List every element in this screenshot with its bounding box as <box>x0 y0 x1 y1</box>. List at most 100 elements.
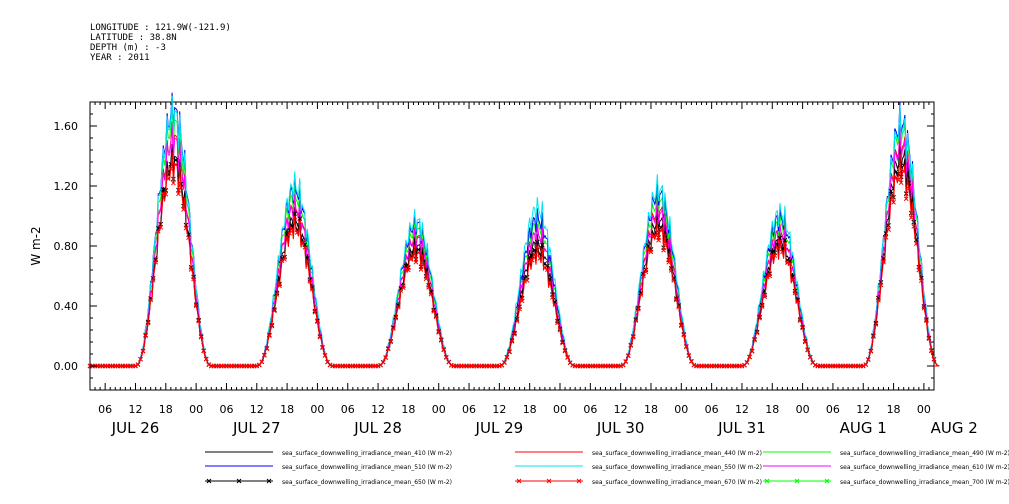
data-point-marker <box>193 303 199 309</box>
data-point-marker <box>178 185 184 191</box>
x-hour-label: 00 <box>917 403 931 416</box>
data-point-marker <box>757 315 762 321</box>
data-point-marker <box>153 259 159 265</box>
data-point-marker <box>671 278 677 283</box>
data-point-marker <box>881 259 886 264</box>
data-point-marker <box>562 348 568 354</box>
data-point-marker <box>888 194 894 199</box>
data-point-marker <box>921 305 927 311</box>
data-point-marker <box>534 239 540 245</box>
data-point-marker <box>545 263 550 269</box>
data-point-marker <box>274 292 280 297</box>
x-hour-label: 00 <box>189 403 203 416</box>
data-point-marker <box>294 230 300 235</box>
data-point-marker <box>638 292 644 297</box>
data-point-marker <box>393 315 399 321</box>
data-point-marker <box>441 347 447 353</box>
data-point-marker <box>418 267 424 272</box>
data-point-marker <box>262 353 267 358</box>
data-point-marker <box>774 244 780 250</box>
x-hour-label: 00 <box>310 403 324 416</box>
data-point-marker <box>681 332 687 338</box>
data-point-marker <box>888 188 894 194</box>
data-point-marker <box>203 356 209 362</box>
data-point-marker <box>206 362 212 367</box>
data-point-marker <box>304 258 310 264</box>
data-point-marker <box>898 180 904 186</box>
data-point-marker <box>790 276 795 282</box>
data-point-marker <box>173 157 179 163</box>
data-point-marker <box>426 284 431 290</box>
data-point-marker <box>254 363 260 369</box>
data-point-marker <box>133 363 138 369</box>
data-point-marker <box>747 354 752 360</box>
data-point-marker <box>416 250 421 256</box>
data-point-marker <box>512 331 517 337</box>
data-point-marker <box>800 325 805 331</box>
data-point-marker <box>908 215 914 220</box>
data-point-marker <box>764 274 770 280</box>
data-point-marker <box>792 290 798 296</box>
data-point-marker <box>646 246 651 251</box>
data-point-marker <box>140 348 146 354</box>
data-point-marker <box>868 348 874 354</box>
data-point-marker <box>641 273 646 279</box>
data-point-marker <box>408 257 414 262</box>
data-point-marker <box>623 359 629 364</box>
x-hour-label: 00 <box>674 403 688 416</box>
data-point-marker <box>661 247 666 253</box>
data-point-marker <box>287 230 292 236</box>
data-point-marker <box>317 334 323 340</box>
data-point-marker <box>666 259 672 265</box>
data-point-marker <box>259 359 265 365</box>
legend: sea_surface_downwelling_irradiance_mean_… <box>205 450 1009 486</box>
data-point-marker <box>272 308 277 314</box>
data-point-marker <box>903 196 909 202</box>
x-day-label: JUL 27 <box>232 419 281 437</box>
data-point-marker <box>171 180 176 186</box>
legend-marker <box>576 478 582 484</box>
header-year: YEAR : 2011 <box>90 53 150 63</box>
data-point-marker <box>522 279 527 284</box>
data-point-marker <box>517 306 522 312</box>
data-point-marker <box>565 355 570 361</box>
data-point-marker <box>919 278 924 283</box>
data-point-marker <box>648 249 654 255</box>
data-point-marker <box>289 226 295 232</box>
data-point-marker <box>284 234 290 240</box>
data-point-marker <box>618 363 624 369</box>
data-point-marker <box>168 166 174 172</box>
x-day-label: JUL 28 <box>353 419 402 437</box>
data-point-marker <box>431 309 437 314</box>
data-point-marker <box>502 360 507 366</box>
data-point-marker <box>388 339 394 345</box>
x-hour-label: 00 <box>432 403 446 416</box>
data-point-marker <box>198 334 204 340</box>
x-hour-label: 18 <box>887 403 901 416</box>
axes: 0.00 0.40 0.80 1.20 1.60 W m-2 06 12 18 00 06 12 18 0… <box>29 102 978 437</box>
legend-marker <box>236 478 242 484</box>
data-point-marker <box>302 245 308 250</box>
x-hour-label: 06 <box>826 403 840 416</box>
y-tick-label: 0.40 <box>54 300 79 313</box>
data-point-marker <box>165 176 171 182</box>
data-point-marker <box>436 329 442 335</box>
x-day-label: JUL 26 <box>111 419 160 437</box>
data-point-marker <box>532 252 538 258</box>
y-tick-label: 0.00 <box>54 360 79 373</box>
data-point-marker <box>916 267 922 273</box>
data-point-marker <box>527 259 533 264</box>
data-point-marker <box>292 214 298 220</box>
data-point-marker <box>678 323 684 329</box>
data-point-marker <box>863 362 869 367</box>
data-point-marker <box>327 362 333 368</box>
x-hour-label: 06 <box>462 403 476 416</box>
data-point-marker <box>643 269 649 275</box>
data-point-marker <box>653 233 659 238</box>
data-point-marker <box>547 279 553 285</box>
x-hour-label: 12 <box>492 403 506 416</box>
data-point-marker <box>883 235 889 240</box>
x-hour-label: 06 <box>219 403 233 416</box>
data-point-marker <box>560 340 565 346</box>
data-point-marker <box>163 191 169 197</box>
